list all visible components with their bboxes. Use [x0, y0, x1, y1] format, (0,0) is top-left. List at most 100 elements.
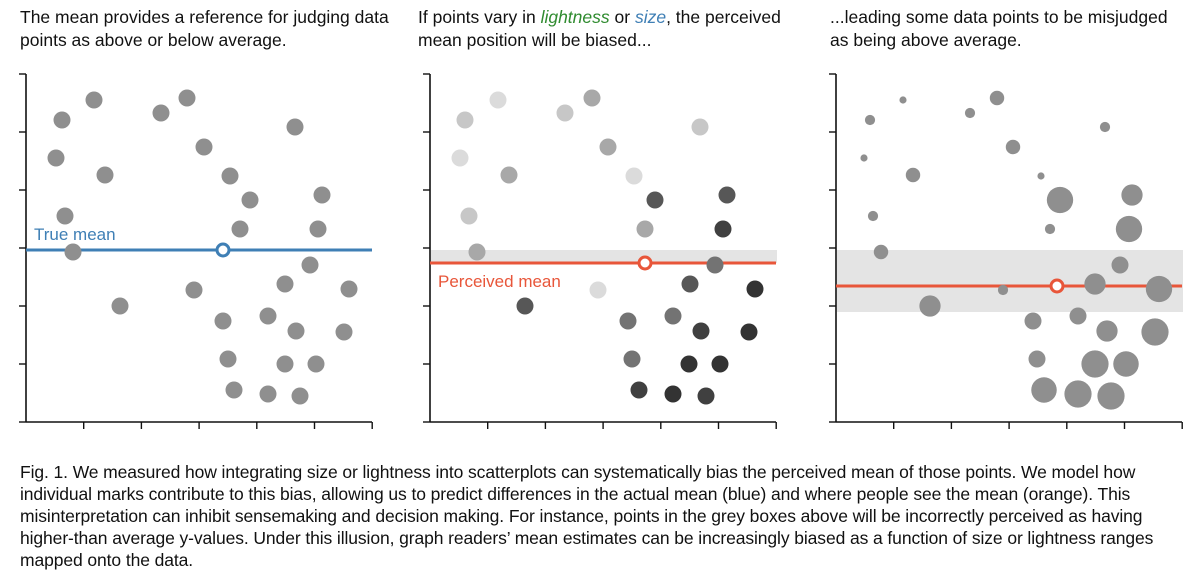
data-point	[664, 385, 682, 403]
data-point	[85, 91, 103, 109]
grey-bias-box	[431, 250, 777, 263]
data-point	[1145, 275, 1173, 303]
data-point	[451, 149, 469, 167]
data-point	[313, 186, 331, 204]
data-point	[1113, 351, 1139, 377]
data-point	[1037, 172, 1045, 180]
data-point	[873, 244, 889, 260]
data-point	[1115, 215, 1143, 243]
data-point	[706, 256, 724, 274]
data-point	[718, 186, 736, 204]
data-point	[1069, 307, 1087, 325]
data-point	[1046, 186, 1074, 214]
title-fragment: If points vary in	[418, 7, 541, 27]
data-point	[286, 118, 304, 136]
data-point	[989, 90, 1005, 106]
title-fragment: or	[609, 7, 635, 27]
grey-bias-box	[837, 250, 1183, 312]
data-point	[1031, 377, 1057, 403]
data-point	[64, 243, 82, 261]
title-fragment: lightness	[540, 7, 610, 27]
panel-2-title: If points vary in lightness or size, the…	[418, 6, 818, 52]
data-point	[259, 307, 277, 325]
data-point	[1111, 256, 1129, 274]
data-point	[152, 104, 170, 122]
data-point	[1141, 318, 1169, 346]
data-point	[231, 220, 249, 238]
data-point	[619, 312, 637, 330]
data-point	[56, 207, 74, 225]
data-point	[225, 381, 243, 399]
data-point	[214, 312, 232, 330]
data-point	[185, 281, 203, 299]
data-point	[1024, 312, 1042, 330]
data-point	[746, 280, 764, 298]
data-point	[864, 114, 876, 126]
data-point	[340, 280, 358, 298]
data-point	[899, 96, 907, 104]
data-point	[556, 104, 574, 122]
data-point	[583, 89, 601, 107]
data-point	[692, 322, 710, 340]
data-point	[47, 149, 65, 167]
data-point	[630, 381, 648, 399]
scatterplot-lightness: Perceived mean	[423, 73, 777, 429]
data-point	[460, 207, 478, 225]
data-point	[867, 210, 879, 222]
data-point	[599, 138, 617, 156]
title-fragment: , the perceived mean position will be bi…	[418, 7, 781, 50]
data-point	[468, 243, 486, 261]
mean-label: True mean	[34, 225, 116, 244]
data-point	[1028, 350, 1046, 368]
data-point	[919, 295, 941, 317]
scatterplot-size	[829, 73, 1183, 429]
mean-marker	[1049, 278, 1065, 294]
data-point	[516, 297, 534, 315]
data-point	[1081, 350, 1109, 378]
data-point	[589, 281, 607, 299]
data-point	[697, 387, 715, 405]
mean-marker	[637, 255, 653, 271]
data-point	[307, 355, 325, 373]
data-point	[291, 387, 309, 405]
data-point	[1096, 320, 1118, 342]
data-point	[1044, 223, 1056, 235]
panel-1-title: The mean provides a reference for judgin…	[20, 6, 410, 52]
data-point	[860, 154, 868, 162]
data-point	[997, 284, 1009, 296]
data-point	[691, 118, 709, 136]
data-point	[1097, 382, 1125, 410]
data-point	[740, 323, 758, 341]
data-point	[178, 89, 196, 107]
data-point	[241, 191, 259, 209]
data-point	[500, 166, 518, 184]
data-point	[276, 275, 294, 293]
data-point	[96, 166, 114, 184]
data-point	[636, 220, 654, 238]
data-point	[1005, 139, 1021, 155]
data-point	[714, 220, 732, 238]
figure-caption: Fig. 1. We measured how integrating size…	[20, 462, 1154, 570]
title-fragment: size	[634, 7, 667, 27]
data-point	[1099, 121, 1111, 133]
data-point	[625, 167, 643, 185]
data-point	[905, 167, 921, 183]
data-point	[111, 297, 129, 315]
data-point	[456, 111, 474, 129]
panel-3-title: ...leading some data points to be misjud…	[830, 6, 1190, 52]
data-point	[195, 138, 213, 156]
data-point	[711, 355, 729, 373]
data-point	[964, 107, 976, 119]
mean-label: Perceived mean	[438, 272, 561, 291]
data-point	[1084, 273, 1106, 295]
scatterplot-uniform: True mean	[19, 73, 373, 429]
title-fragment: ...leading some data points to be misjud…	[830, 7, 1168, 50]
data-point	[681, 275, 699, 293]
data-point	[664, 307, 682, 325]
data-point	[623, 350, 641, 368]
data-point	[259, 385, 277, 403]
data-point	[219, 350, 237, 368]
data-point	[1064, 380, 1092, 408]
data-point	[309, 220, 327, 238]
data-point	[1121, 184, 1143, 206]
